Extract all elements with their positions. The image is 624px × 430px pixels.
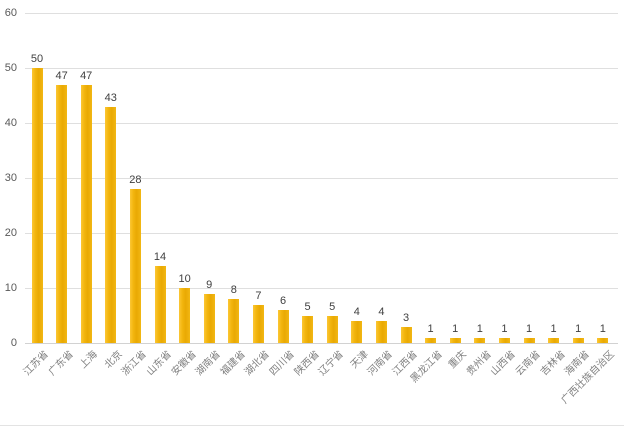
y-axis-tick-label: 40 bbox=[4, 117, 17, 129]
x-axis-category-label: 辽宁省 bbox=[316, 349, 346, 378]
bar bbox=[351, 321, 363, 343]
bar bbox=[56, 84, 68, 343]
gridline bbox=[25, 233, 618, 234]
bar-value-label: 1 bbox=[501, 322, 508, 335]
bar bbox=[548, 337, 560, 343]
y-axis-tick-label: 30 bbox=[4, 172, 17, 184]
bar-value-label: 1 bbox=[427, 322, 434, 335]
bar bbox=[31, 68, 43, 343]
bar bbox=[597, 337, 609, 343]
gridline bbox=[25, 68, 618, 69]
x-axis-category-label: 广东省 bbox=[46, 349, 76, 378]
bar bbox=[375, 321, 387, 343]
x-axis-category-label: 四川省 bbox=[267, 349, 297, 378]
bar bbox=[277, 310, 289, 343]
bar-value-label: 5 bbox=[329, 300, 336, 313]
bar-value-label: 1 bbox=[476, 322, 483, 335]
bar-value-label: 7 bbox=[255, 289, 262, 302]
bar bbox=[400, 326, 412, 343]
x-axis-category-label: 福建省 bbox=[218, 349, 248, 378]
bar bbox=[105, 106, 117, 343]
bar-value-label: 9 bbox=[206, 278, 213, 291]
bar-value-label: 1 bbox=[452, 322, 459, 335]
bar-value-label: 5 bbox=[304, 300, 311, 313]
bar-value-label: 14 bbox=[153, 251, 167, 263]
bar bbox=[523, 337, 535, 343]
bar bbox=[425, 337, 437, 343]
bar bbox=[129, 189, 141, 343]
bar-value-label: 28 bbox=[129, 174, 142, 186]
x-axis-line bbox=[25, 343, 618, 344]
gridline bbox=[25, 288, 618, 289]
x-axis-category-label: 浙江省 bbox=[120, 349, 150, 378]
x-axis-category-label: 山东省 bbox=[144, 349, 174, 378]
x-axis-category-label: 上海 bbox=[78, 349, 100, 371]
bar bbox=[498, 337, 510, 343]
x-axis-category-label: 山西省 bbox=[489, 349, 519, 378]
x-axis-category-label: 吉林省 bbox=[538, 349, 568, 378]
gridline bbox=[25, 178, 618, 179]
bar-value-label: 1 bbox=[525, 322, 533, 335]
y-axis-tick-label: 10 bbox=[4, 282, 17, 294]
bar bbox=[80, 84, 92, 343]
bar bbox=[326, 315, 338, 343]
x-axis-category-label: 湖北省 bbox=[243, 349, 273, 378]
x-axis-category-label: 江苏省 bbox=[21, 349, 51, 378]
y-axis-tick-label: 0 bbox=[10, 337, 17, 349]
bar bbox=[474, 337, 486, 343]
bar bbox=[203, 293, 215, 343]
bar bbox=[154, 266, 166, 343]
bar bbox=[302, 315, 314, 343]
x-axis-category-label: 河南省 bbox=[366, 349, 396, 378]
bar-value-label: 4 bbox=[353, 306, 360, 318]
bar-value-label: 1 bbox=[550, 322, 557, 335]
bar-value-label: 1 bbox=[599, 322, 606, 335]
page-divider-line bbox=[0, 425, 624, 426]
gridline bbox=[25, 123, 618, 124]
x-axis-category-label: 湖南省 bbox=[193, 349, 223, 378]
bar-value-label: 50 bbox=[30, 53, 44, 65]
y-axis-tick-label: 50 bbox=[4, 62, 17, 74]
bar-value-label: 1 bbox=[575, 322, 582, 335]
bar-value-label: 10 bbox=[178, 273, 191, 285]
bar-value-label: 43 bbox=[104, 91, 117, 104]
bar-value-label: 3 bbox=[402, 311, 410, 324]
bar-value-label: 6 bbox=[279, 295, 287, 307]
bar bbox=[228, 299, 240, 343]
bar-value-label: 47 bbox=[80, 69, 93, 82]
bar bbox=[449, 337, 461, 343]
bar-value-label: 8 bbox=[230, 284, 237, 296]
bar-value-label: 47 bbox=[55, 69, 68, 82]
bar-value-label: 4 bbox=[378, 306, 385, 318]
x-axis-category-label: 安徽省 bbox=[169, 349, 199, 378]
bar bbox=[252, 304, 264, 343]
x-axis-category-label: 云南省 bbox=[513, 349, 543, 378]
x-axis-category-label: 贵州省 bbox=[464, 349, 494, 378]
x-axis-category-label: 陕西省 bbox=[292, 349, 322, 378]
y-axis-tick-label: 60 bbox=[4, 7, 17, 19]
y-axis-tick-label: 20 bbox=[4, 227, 17, 239]
bar bbox=[572, 337, 584, 343]
bar bbox=[179, 288, 191, 343]
gridline bbox=[25, 13, 618, 14]
